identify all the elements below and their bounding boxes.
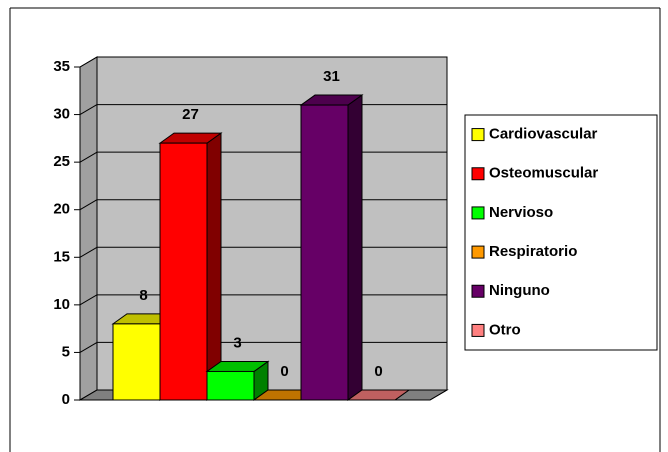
- grid-line: [79, 56, 98, 68]
- legend-swatch: [471, 167, 485, 181]
- data-label: 0: [374, 363, 382, 380]
- legend-label: Otro: [489, 321, 521, 338]
- legend-label: Ninguno: [489, 282, 550, 299]
- legend-label: Respiratorio: [489, 243, 577, 260]
- grid-line: [79, 199, 98, 211]
- legend-swatch: [471, 206, 485, 220]
- y-tick-label: 10: [53, 296, 70, 313]
- legend-swatch: [471, 323, 485, 337]
- axis: [429, 389, 448, 401]
- data-label: 31: [323, 68, 340, 85]
- bar: [299, 94, 364, 401]
- legend-label: Cardiovascular: [489, 126, 598, 143]
- legend-label: Osteomuscular: [489, 165, 598, 182]
- data-label: 0: [280, 363, 288, 380]
- grid-line: [79, 341, 98, 353]
- data-label: 3: [233, 334, 241, 351]
- legend-box: [464, 114, 658, 351]
- grid-line: [79, 389, 98, 401]
- bar-side: [347, 94, 363, 401]
- grid-line: [79, 246, 98, 258]
- bar-top: [346, 389, 411, 401]
- y-tick-label: 30: [53, 106, 70, 123]
- side-wall: [79, 56, 98, 401]
- bar-front: [159, 142, 208, 401]
- y-tick-label: 0: [62, 391, 70, 408]
- data-label: 8: [139, 287, 147, 304]
- bar-front: [300, 104, 349, 401]
- y-tick-label: 25: [53, 153, 70, 170]
- y-tick-label: 15: [53, 248, 70, 265]
- legend-swatch: [471, 245, 485, 259]
- y-tick-label: 5: [62, 343, 70, 360]
- bar-side: [206, 132, 222, 401]
- bar-front: [112, 323, 161, 401]
- grid-line: [79, 151, 98, 163]
- bar-front: [206, 370, 255, 401]
- bar: [158, 132, 223, 401]
- legend-label: Nervioso: [489, 204, 553, 221]
- legend-swatch: [471, 284, 485, 298]
- bar: [346, 389, 411, 401]
- data-label: 27: [182, 106, 199, 123]
- grid-line: [79, 104, 98, 116]
- y-tick-label: 35: [53, 58, 70, 75]
- grid-line: [79, 294, 98, 306]
- legend-swatch: [471, 128, 485, 142]
- y-tick-label: 20: [53, 201, 70, 218]
- bar: [205, 360, 270, 401]
